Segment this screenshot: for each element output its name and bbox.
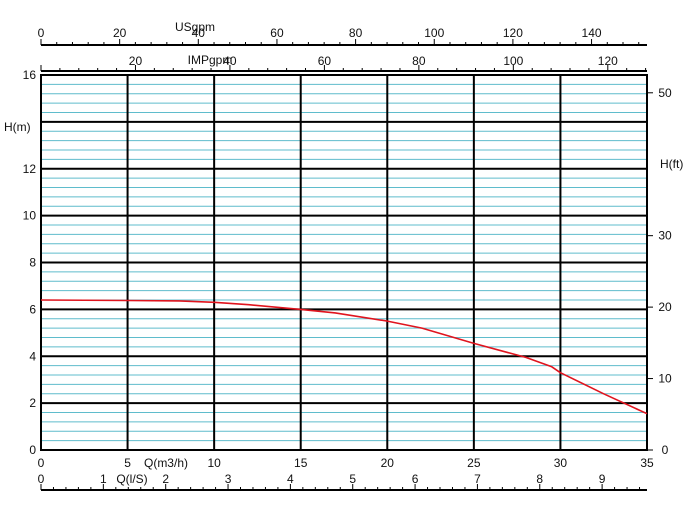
x-usgpm-tick-label: 0	[38, 26, 45, 40]
y-tick-label: 2	[29, 396, 36, 410]
x-tick-label: 15	[294, 456, 308, 470]
x-usgpm-tick-label: 40	[192, 26, 206, 40]
x-usgpm-tick-label: 100	[424, 26, 444, 40]
x-ls-axis-label: Q(l/S)	[116, 472, 147, 486]
y-tick-label: 12	[23, 162, 37, 176]
x-usgpm-axis-label: USgpm	[175, 20, 215, 34]
y2-tick-label: 20	[658, 300, 672, 314]
x-tick-label: 30	[554, 456, 568, 470]
x-impgpm-tick-label: 60	[318, 54, 332, 68]
plot-frame	[40, 74, 648, 451]
x-ls-tick-label: 5	[349, 472, 356, 486]
x-ls-tick-label: 4	[287, 472, 294, 486]
x-usgpm-tick-label: 80	[349, 26, 363, 40]
x-ls-tick-label: 2	[162, 472, 169, 486]
y-tick-label: 16	[23, 68, 37, 82]
x-usgpm-tick-label: 120	[503, 26, 523, 40]
y-axis-label: H(m)	[4, 120, 31, 134]
x-tick-label: 20	[381, 456, 395, 470]
y2-tick-label: 0	[662, 443, 669, 457]
x-tick-label: 35	[640, 456, 654, 470]
y2-tick-label: 30	[658, 229, 672, 243]
y-tick-label: 4	[29, 349, 36, 363]
x-impgpm-tick-label: 80	[412, 54, 426, 68]
y-tick-label: 8	[29, 256, 36, 270]
x-ls-tick-label: 9	[599, 472, 606, 486]
x-tick-label: 25	[467, 456, 481, 470]
x-impgpm-tick-label: 20	[129, 54, 143, 68]
x-usgpm-tick-label: 20	[113, 26, 127, 40]
x-ls-tick-label: 0	[38, 472, 45, 486]
x-tick-label: 5	[124, 456, 131, 470]
x-impgpm-tick-label: 120	[598, 54, 618, 68]
y2-axis-label: H(ft)	[660, 157, 683, 171]
x-ls-tick-label: 8	[536, 472, 543, 486]
x-ls-tick-label: 6	[412, 472, 419, 486]
x-ls-tick-label: 7	[474, 472, 481, 486]
x-tick-label: 10	[207, 456, 221, 470]
x-axis-label: Q(m3/h)	[144, 456, 188, 470]
x-ls-tick-label: 3	[225, 472, 232, 486]
y-tick-label: 0	[29, 443, 36, 457]
x-impgpm-axis-label: IMPgpm	[188, 53, 233, 67]
x-impgpm-tick-label: 100	[503, 54, 523, 68]
x-usgpm-tick-label: 60	[270, 26, 284, 40]
pump-curve-line	[40, 299, 648, 415]
y-tick-label: 6	[29, 302, 36, 316]
x-impgpm-tick-label: 40	[223, 54, 237, 68]
x-tick-label: 0	[38, 456, 45, 470]
x-ls-tick-label: 1	[100, 472, 107, 486]
y-tick-label: 10	[23, 209, 37, 223]
x-usgpm-tick-label: 140	[582, 26, 602, 40]
y2-tick-label: 50	[658, 86, 672, 100]
y2-tick-label: 10	[658, 372, 672, 386]
